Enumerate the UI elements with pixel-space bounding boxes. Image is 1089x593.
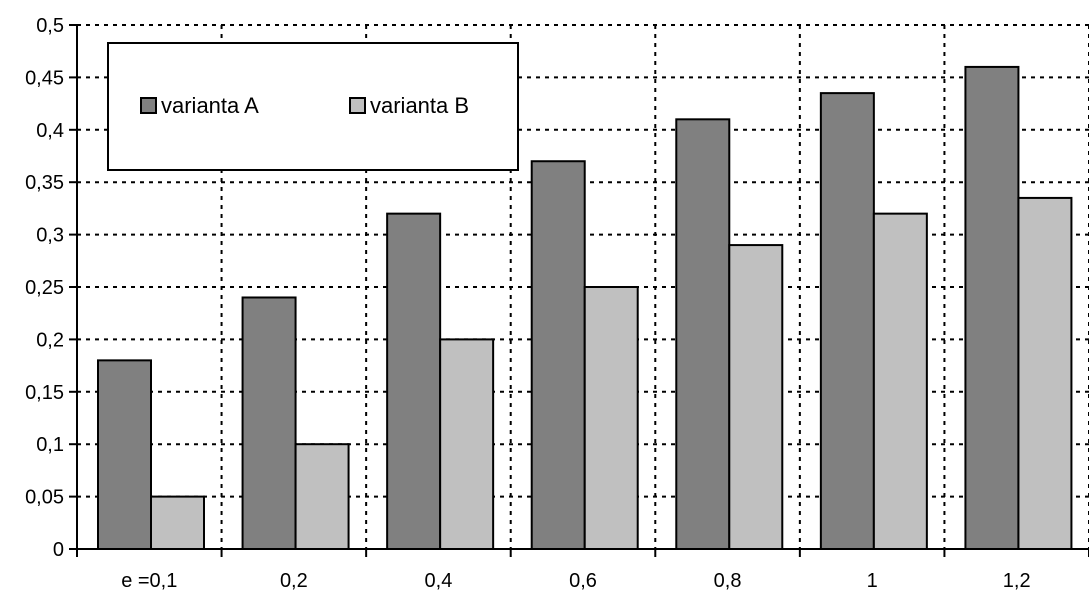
y-tick-labels: 0 0,05 0,1 0,15 0,2 0,25 0,3 0,35 0,4 0,45 0,5 <box>25 15 64 561</box>
legend: varianta A varianta B <box>107 42 519 171</box>
bar-varianta-a-2 <box>386 212 442 550</box>
axes <box>69 24 1089 557</box>
bar-varianta-a-0 <box>97 359 152 550</box>
y-tick-label: 0 <box>53 539 64 561</box>
y-tick-label: 0,4 <box>36 120 64 142</box>
x-tick-label: 1 <box>867 570 878 592</box>
x-tick-label: 0,8 <box>714 570 742 592</box>
bar-varianta-a-4 <box>675 118 731 550</box>
bar-varianta-b-1 <box>294 443 350 551</box>
bar-varianta-b-2 <box>439 338 495 550</box>
bar-varianta-a-6 <box>964 65 1020 550</box>
x-tick-label: 0,4 <box>425 570 453 592</box>
y-tick-label: 0,45 <box>25 67 64 89</box>
legend-label-varianta-a: varianta A <box>161 93 259 118</box>
legend-label-varianta-b: varianta B <box>370 93 469 118</box>
x-tick-label: 1,2 <box>1003 570 1031 592</box>
bars <box>97 65 1073 551</box>
x-tick-label: e =0,1 <box>121 570 177 592</box>
bar-varianta-a-1 <box>241 296 297 551</box>
y-tick-label: 0,35 <box>25 172 64 194</box>
y-tick-label: 0,05 <box>25 487 64 509</box>
bar-varianta-b-0 <box>150 495 205 551</box>
legend-box <box>107 42 519 171</box>
legend-swatch-varianta-a <box>140 97 157 114</box>
bar-varianta-b-3 <box>583 286 639 550</box>
y-tick-label: 0,5 <box>36 15 64 37</box>
legend-swatch-varianta-b <box>349 97 366 114</box>
y-tick-label: 0,3 <box>36 225 64 247</box>
bar-varianta-a-3 <box>530 160 586 551</box>
bar-varianta-b-6 <box>1017 196 1073 550</box>
bar-varianta-b-5 <box>872 212 928 550</box>
bar-varianta-a-5 <box>819 92 875 551</box>
y-tick-label: 0,25 <box>25 277 64 299</box>
y-tick-label: 0,1 <box>36 434 64 456</box>
x-tick-labels: e =0,1 0,2 0,4 0,6 0,8 1 1,2 <box>121 570 1030 592</box>
x-tick-label: 0,6 <box>569 570 597 592</box>
bar-varianta-b-4 <box>728 244 784 551</box>
y-tick-label: 0,2 <box>36 329 64 351</box>
y-tick-label: 0,15 <box>25 382 64 404</box>
x-tick-label: 0,2 <box>280 570 308 592</box>
